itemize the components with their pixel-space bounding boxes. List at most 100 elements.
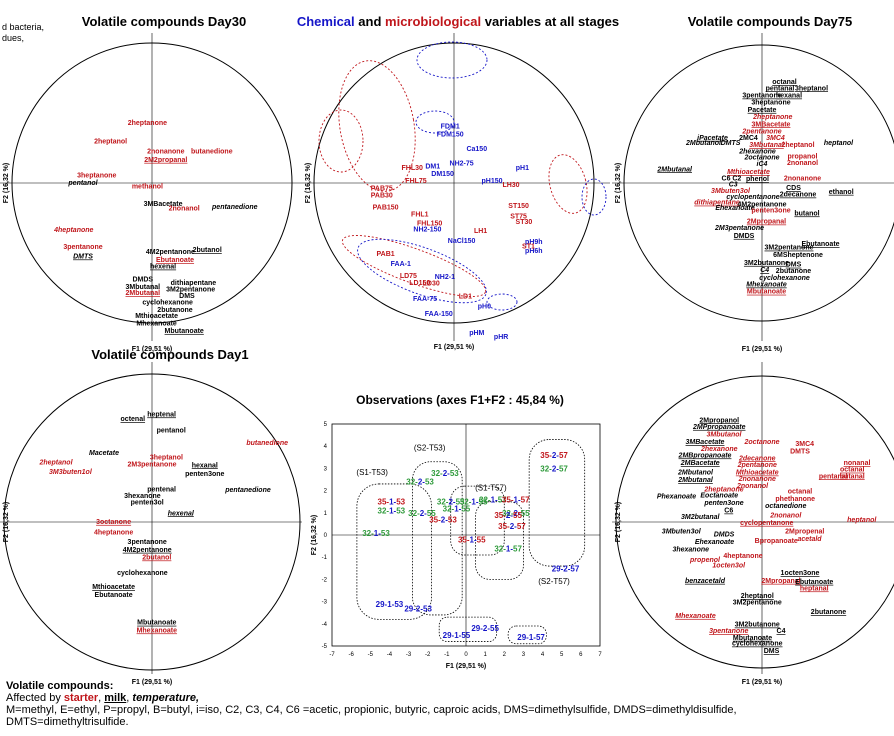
variable-label: 4heptanone — [53, 227, 93, 234]
variable-label: Mbutanoate — [165, 328, 204, 335]
variable-label: 2MBpropanoate — [678, 452, 732, 459]
axis-label-f2: F2 (16,32 %) — [615, 502, 622, 542]
x-tick-label: 4 — [541, 652, 545, 658]
title-microbiological-word: microbiological — [385, 14, 482, 29]
variable-label: 2decanone — [738, 455, 776, 462]
observation-label: 29-2-57 — [552, 564, 580, 573]
variable-label: 2heptanol — [38, 459, 73, 466]
variable-label: 3Mbutanal — [749, 142, 785, 149]
y-tick-label: -2 — [322, 577, 328, 583]
variable-label: ST1 — [522, 243, 535, 250]
variable-label: DMDS — [132, 276, 153, 283]
variable-label: 3M3buten1ol — [49, 469, 93, 476]
variable-label: 2M2propanal — [144, 157, 187, 164]
variable-label: 2Mbutanal — [125, 290, 160, 297]
variable-label: pentanal — [819, 473, 848, 480]
x-tick-label: 0 — [464, 652, 468, 658]
variable-label: DMDS — [714, 531, 735, 538]
variable-label: Ca150 — [466, 146, 487, 153]
variable-label: butanol — [794, 210, 819, 217]
variable-label: NH2-150 — [413, 227, 441, 234]
observation-label: 29-2-55 — [471, 624, 499, 633]
variable-label: Mbutanoate — [137, 620, 176, 627]
variable-label: pH9h — [525, 239, 543, 246]
variable-label: 2nonanol — [769, 512, 802, 519]
variable-label: 3Mbuten3ol — [662, 528, 702, 535]
variable-label: 6MSheptenone — [773, 252, 823, 259]
observation-label: 32-1-53 — [362, 529, 390, 538]
legend-affected-prefix: Affected by — [6, 692, 64, 704]
x-tick-label: -4 — [387, 652, 393, 658]
variable-label: pH6h — [525, 248, 543, 255]
variable-label: 2nonanone — [738, 476, 776, 483]
variable-label: dithiapentane — [694, 200, 740, 207]
axis-label-f1: F1 (29,51 %) — [742, 679, 782, 686]
variable-label: 2heptanol — [781, 142, 814, 149]
title-chemical: Chemical and microbiological variables a… — [288, 14, 628, 29]
variable-label: 3M2pentanone — [733, 600, 782, 607]
variable-label: 3pentanone — [709, 628, 748, 635]
variable-label: dithiapentane — [171, 280, 217, 287]
axis-label-f2: F2 (16,32 %) — [311, 515, 318, 555]
variable-label: Macetate — [89, 450, 119, 457]
variable-label: 2Mbutanol — [685, 140, 722, 147]
observation-label: 32-1-55 — [460, 498, 488, 507]
variable-label: hexanal — [776, 93, 802, 100]
legend-abbreviations: M=methyl, E=ethyl, P=propyl, B=butyl, i=… — [6, 704, 737, 716]
variable-label: 2octanone — [743, 439, 779, 446]
variable-label: 3heptanol — [150, 455, 183, 462]
variable-label: 2decanone — [780, 192, 817, 199]
observation-label: 35-2-55 — [494, 511, 522, 520]
variable-label: Ebutanoate — [801, 241, 839, 248]
variable-label: 3Mbutanol — [707, 432, 743, 439]
observation-label: 29-1-57 — [517, 633, 545, 642]
variable-label: hexenal — [150, 264, 176, 271]
variable-label: 2nonanone — [784, 175, 821, 182]
observation-label: 35-1-55 — [458, 535, 486, 544]
variable-label: heptenal — [147, 411, 176, 418]
variable-label: 2butanone — [776, 268, 811, 275]
variable-label: FHL150 — [417, 221, 442, 228]
variable-label: 2Mpropanal — [747, 219, 786, 226]
variable-label: Ebutanoate — [156, 257, 194, 264]
variable-label: DM1 — [425, 164, 440, 171]
variable-label: 2Mpropenal — [785, 528, 824, 535]
legend-abbreviations-2: DMTS=dimethyltrisulfide. — [6, 716, 129, 728]
variable-label: 2nonanol — [736, 483, 769, 490]
x-tick-label: -7 — [329, 652, 335, 658]
group-outline — [528, 439, 586, 567]
legend-comma: , — [98, 692, 105, 704]
variable-label: 2Mbutanal — [656, 166, 693, 173]
variable-label: Bpropanoate — [755, 538, 798, 545]
axis-label-f2: F2 (16,32 %) — [615, 163, 622, 203]
variable-label: 3pentanone — [63, 244, 102, 251]
variable-label: DMS — [786, 262, 802, 269]
observation-label: 29-1-55 — [443, 631, 471, 640]
axis-label-f1: F1 (29,51 %) — [132, 346, 172, 353]
variable-label: butanal — [840, 473, 865, 480]
y-tick-label: 1 — [324, 511, 328, 517]
variable-label: Mhexanoate — [136, 321, 177, 328]
variable-label: 2butanol — [193, 247, 222, 254]
variable-label: cyclohexanone — [759, 275, 810, 282]
variable-label: 3M2butanal — [681, 514, 721, 521]
variable-label: iC4 — [757, 161, 768, 168]
chart-day30: F1 (29,51 %) F2 (16,32 %) 2heptanone 2hepta… — [0, 33, 302, 353]
y-tick-label: 2 — [324, 489, 328, 495]
panel-chemical: F1 (29,51 %) F2 (16,32 %) FDM1 FDM150 Ca150 N… — [302, 33, 610, 351]
title-day30: Volatile compounds Day30 — [81, 14, 247, 29]
x-tick-label: 6 — [579, 652, 583, 658]
variable-label: 2M3pentanone — [127, 461, 176, 468]
chart-observations: -7 -6 -5 -4 -3 -2 -1 0 1 2 3 4 5 6 7 -5 -4 -3 -2 -1 0 1 2 3 4 5 F1… — [311, 422, 602, 670]
variable-label: ST150 — [508, 203, 529, 210]
y-tick-label: -3 — [322, 600, 328, 606]
y-tick-label: -1 — [322, 555, 328, 561]
variable-label: iPacetate — [697, 135, 728, 142]
variable-label: methanol — [132, 184, 163, 191]
variable-label: 3hexanone — [672, 546, 709, 553]
variable-label: cyclohexanone — [732, 641, 783, 648]
axis-label-f1: F1 (29,51 %) — [742, 346, 782, 353]
observation-label: 35-1-57 — [502, 495, 530, 504]
variable-label: PAB30 — [371, 192, 393, 199]
title-day1: Volatile compounds Day1 — [91, 347, 249, 362]
